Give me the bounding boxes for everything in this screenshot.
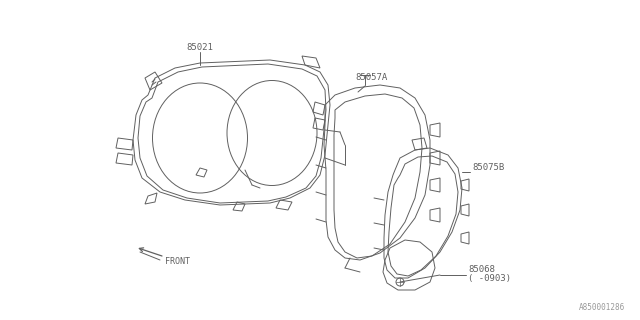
Text: A850001286: A850001286 (579, 303, 625, 312)
Text: 85021: 85021 (187, 43, 213, 52)
Text: 85075B: 85075B (472, 164, 504, 172)
Text: ( -0903): ( -0903) (468, 274, 511, 283)
Text: 85057A: 85057A (355, 73, 387, 82)
Text: 85068: 85068 (468, 266, 495, 275)
Text: FRONT: FRONT (165, 258, 190, 267)
